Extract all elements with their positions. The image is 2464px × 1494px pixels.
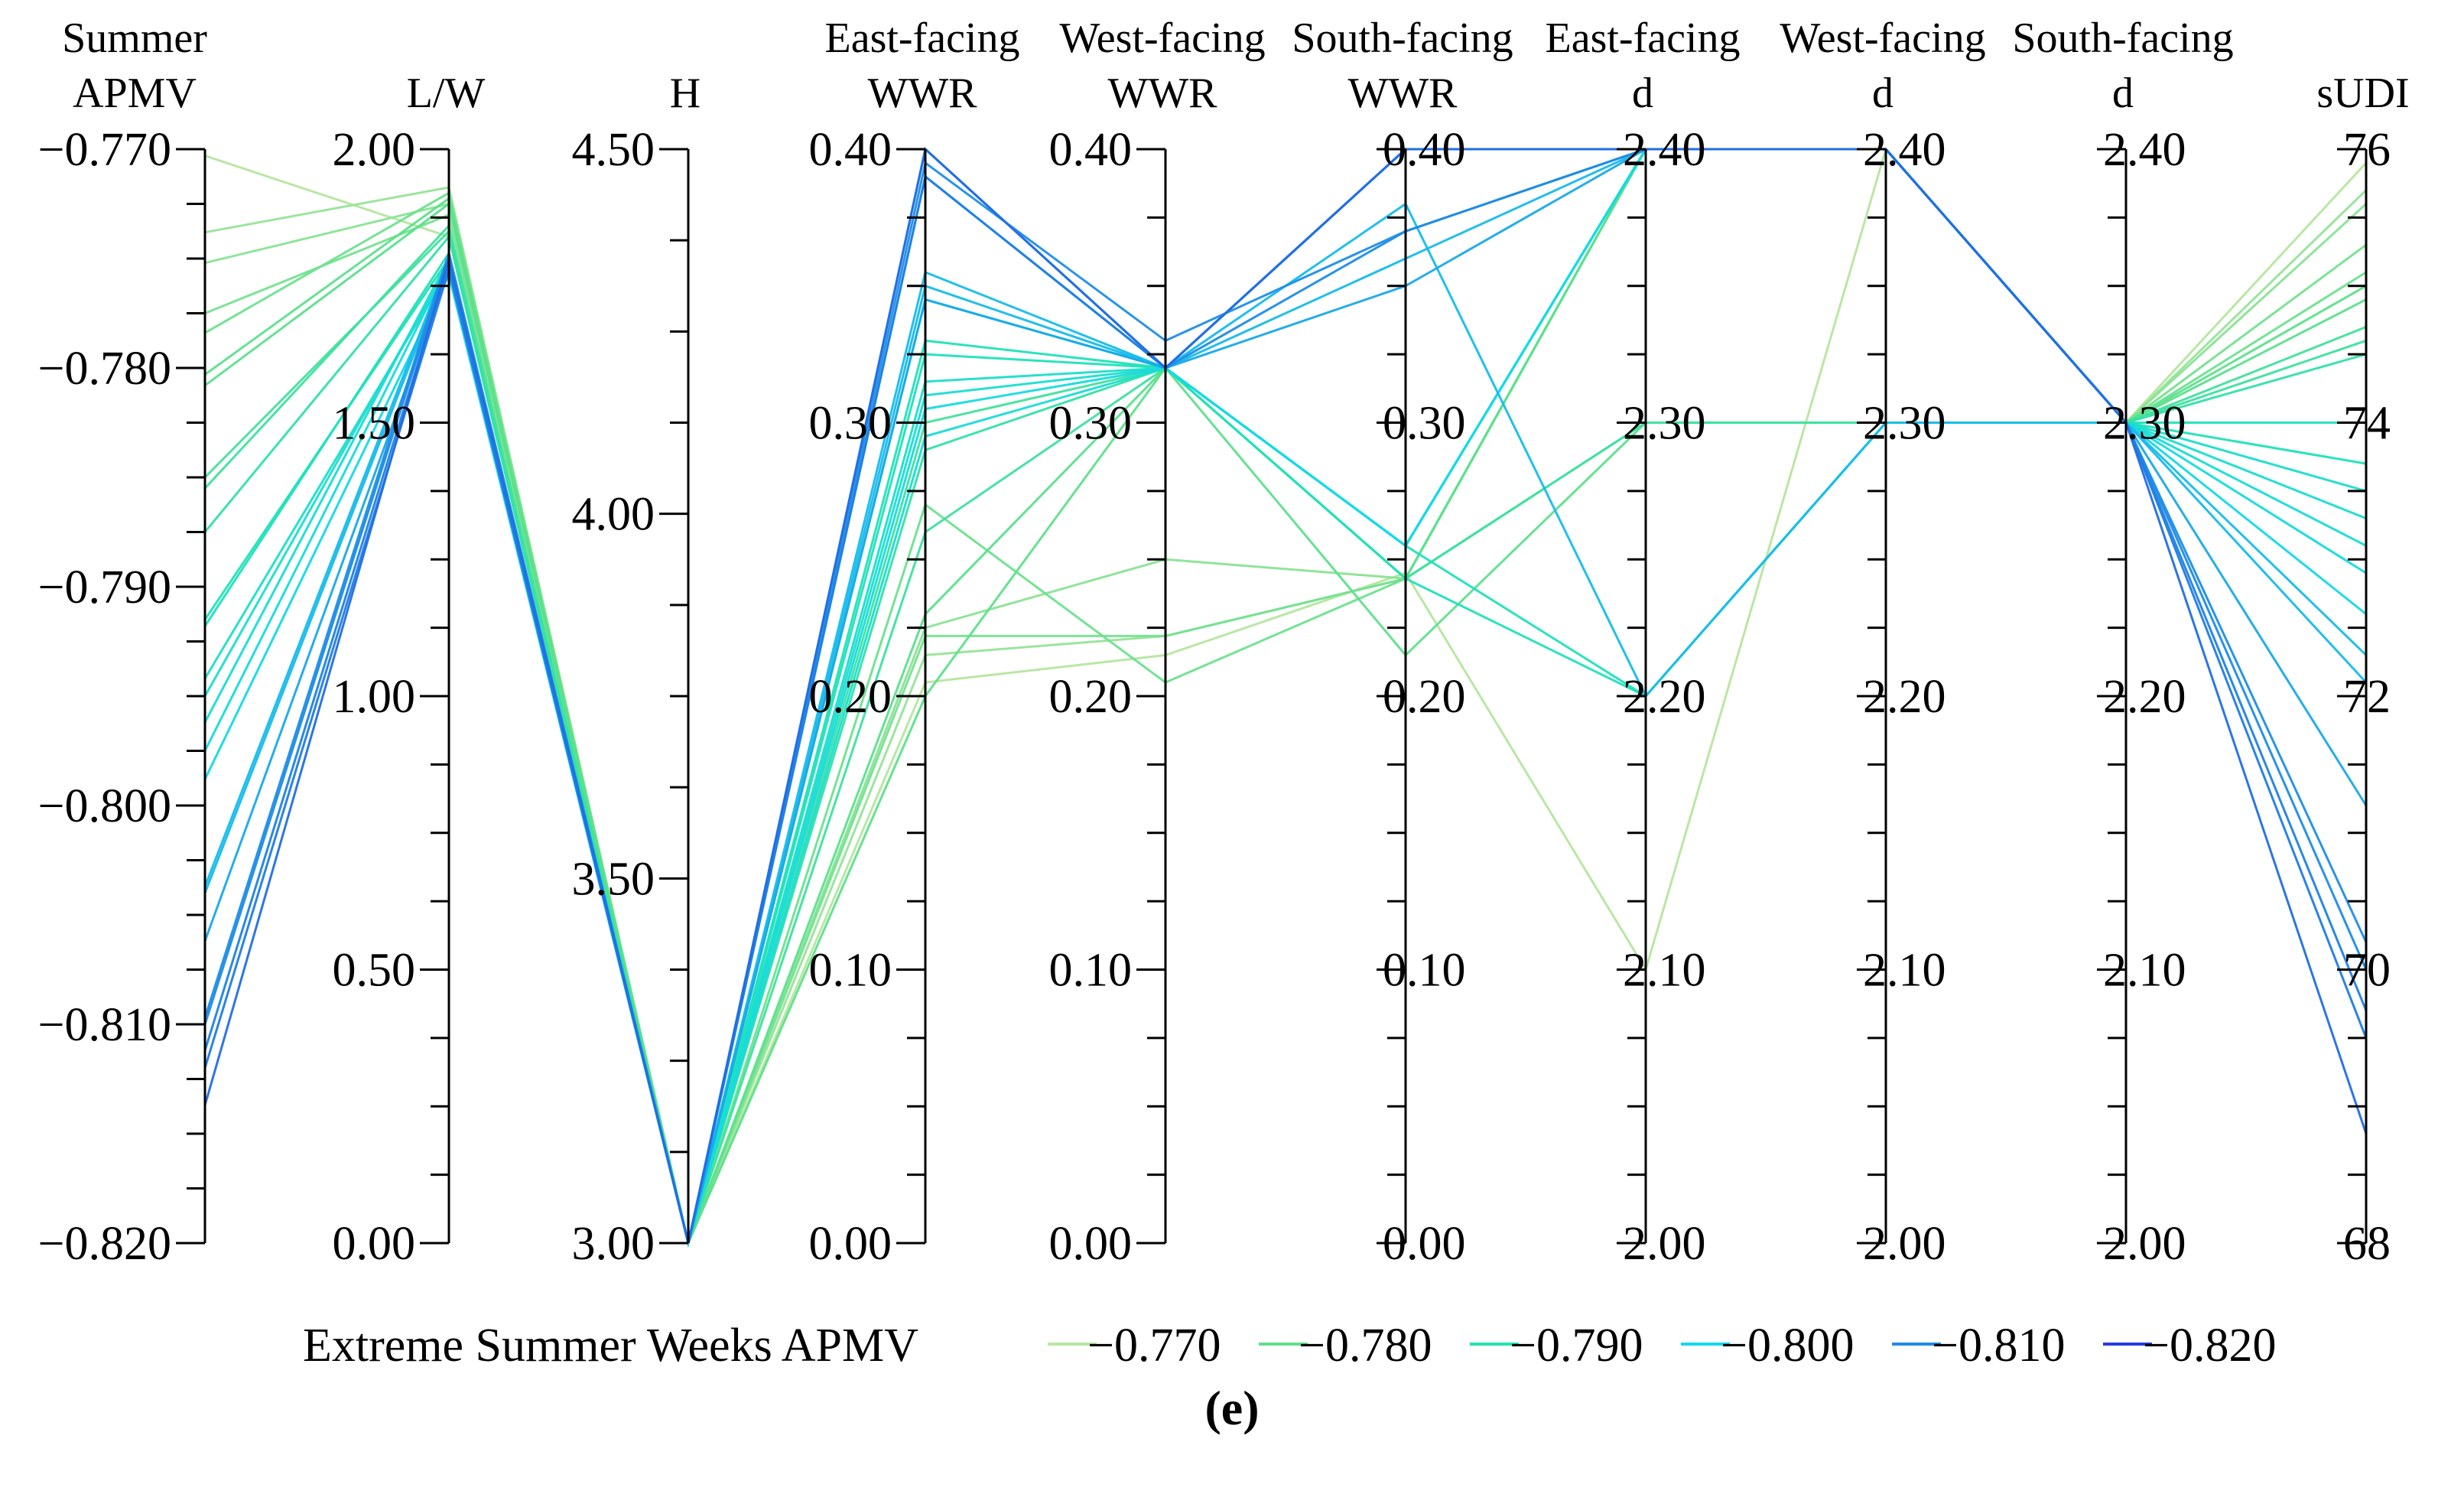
axis-ed: 2.40 2.30 2.20 2.10 2.00 East-facing d xyxy=(1546,15,1741,1270)
tick-label-wwwr: 0.40 xyxy=(1049,124,1133,176)
series-line-11 xyxy=(203,256,2366,1244)
axis-title-wwwr-line1: West-facing xyxy=(1059,15,1265,62)
tick-label-ed: 2.30 xyxy=(1623,398,1706,450)
tick-label-ewwr: 0.20 xyxy=(809,671,892,723)
legend-label-3: −0.790 xyxy=(1510,1320,1643,1372)
tick-label-ewwr: 0.00 xyxy=(809,1218,892,1270)
axis-title-ed-line1: East-facing xyxy=(1546,15,1741,62)
axis-apmv: −0.770 −0.780 −0.790 −0.800 −0.810 −0.820 Summ… xyxy=(38,15,208,1270)
tick-label-apmv: −0.810 xyxy=(38,999,171,1051)
axis-sudi: 76 74 72 70 68 sUDI xyxy=(2316,70,2409,1270)
axis-title-apmv-line1: Summer xyxy=(62,15,207,62)
tick-label-apmv: −0.800 xyxy=(38,780,171,832)
legend-label-6: −0.820 xyxy=(2143,1320,2276,1372)
axis-ewwr: 0.40 0.30 0.20 0.10 0.00 East-facing WWR xyxy=(809,15,1020,1270)
axis-title-sd-line2: d xyxy=(2112,70,2134,117)
tick-label-swwr: 0.30 xyxy=(1383,398,1466,450)
tick-label-sudi: 70 xyxy=(2343,945,2391,997)
axis-title-swwr-line2: WWR xyxy=(1347,70,1458,117)
axis-h: 4.50 4.00 3.50 3.00 H xyxy=(572,70,701,1270)
legend-title: Extreme Summer Weeks APMV xyxy=(303,1320,918,1372)
tick-label-wwwr: 0.30 xyxy=(1049,398,1133,450)
tick-label-ed: 2.00 xyxy=(1623,1218,1706,1270)
series-lines xyxy=(203,146,2368,1248)
tick-label-sd: 2.10 xyxy=(2103,945,2186,997)
axes: −0.770 −0.780 −0.790 −0.800 −0.810 −0.820 Summ… xyxy=(38,15,2410,1270)
legend-label-1: −0.770 xyxy=(1087,1320,1221,1372)
tick-label-sd: 2.00 xyxy=(2103,1218,2186,1270)
axis-title-wd-line1: West-facing xyxy=(1780,15,1985,62)
axis-title-ewwr-line2: WWR xyxy=(867,70,977,117)
tick-label-apmv: −0.790 xyxy=(38,561,171,614)
tick-label-sudi: 76 xyxy=(2343,124,2391,176)
axis-wd: 2.40 2.30 2.20 2.10 2.00 West-facing d xyxy=(1780,15,1985,1270)
tick-label-wd: 2.30 xyxy=(1863,398,1946,450)
axis-title-h-line2: H xyxy=(670,70,701,117)
tick-label-h: 4.50 xyxy=(572,124,655,176)
tick-label-ewwr: 0.30 xyxy=(809,398,892,450)
axis-title-wwwr-line2: WWR xyxy=(1107,70,1217,117)
tick-label-wwwr: 0.10 xyxy=(1049,945,1133,997)
tick-label-wwwr: 0.20 xyxy=(1049,671,1133,723)
series-line-8 xyxy=(203,229,2367,1248)
tick-label-ed: 2.10 xyxy=(1623,945,1706,997)
axis-title-sd-line1: South-facing xyxy=(2012,15,2233,62)
tick-label-sd: 2.30 xyxy=(2103,398,2186,450)
tick-label-wd: 2.40 xyxy=(1863,124,1946,176)
tick-label-ewwr: 0.40 xyxy=(809,124,892,176)
axis-title-ewwr-line1: East-facing xyxy=(825,15,1020,62)
tick-label-lw: 0.00 xyxy=(333,1218,416,1270)
axis-title-ed-line2: d xyxy=(1632,70,1653,117)
tick-label-h: 3.00 xyxy=(572,1218,655,1270)
axis-title-apmv-line2: APMV xyxy=(73,70,197,117)
tick-label-sudi: 74 xyxy=(2343,398,2391,450)
tick-label-apmv: −0.770 xyxy=(38,124,171,176)
tick-label-lw: 2.00 xyxy=(333,124,416,176)
tick-label-swwr: 0.10 xyxy=(1383,945,1466,997)
tick-label-ewwr: 0.10 xyxy=(809,945,892,997)
tick-label-swwr: 0.40 xyxy=(1383,124,1466,176)
tick-label-lw: 0.50 xyxy=(333,945,416,997)
tick-label-swwr: 0.00 xyxy=(1383,1218,1466,1270)
series-line-18 xyxy=(203,202,2368,1244)
tick-label-sudi: 68 xyxy=(2343,1218,2391,1270)
axis-title-wd-line2: d xyxy=(1872,70,1894,117)
tick-label-sudi: 72 xyxy=(2343,671,2391,723)
tick-label-sd: 2.40 xyxy=(2103,124,2186,176)
series-line-9 xyxy=(203,223,2367,1248)
tick-label-swwr: 0.20 xyxy=(1383,671,1466,723)
tick-label-ed: 2.40 xyxy=(1623,124,1706,176)
axis-title-sudi-line2: sUDI xyxy=(2316,70,2409,117)
tick-label-h: 4.00 xyxy=(572,489,655,541)
axis-swwr: 0.40 0.30 0.20 0.10 0.00 South-facing WWR xyxy=(1292,15,1513,1270)
tick-label-apmv: −0.820 xyxy=(38,1218,171,1270)
series-line-25 xyxy=(203,147,2368,1244)
legend-label-5: −0.810 xyxy=(1932,1320,2065,1372)
tick-label-h: 3.50 xyxy=(572,853,655,905)
tick-label-wwwr: 0.00 xyxy=(1049,1218,1133,1270)
legend: Extreme Summer Weeks APMV −0.770 −0.780 −0.… xyxy=(303,1320,2276,1372)
legend-label-4: −0.800 xyxy=(1721,1320,1854,1372)
axis-title-lw-line2: L/W xyxy=(407,70,486,117)
axis-lw: 2.00 1.50 1.00 0.50 0.00 L/W xyxy=(333,70,486,1270)
tick-label-lw: 1.00 xyxy=(333,671,416,723)
tick-label-wd: 2.20 xyxy=(1863,671,1946,723)
tick-label-wd: 2.10 xyxy=(1863,945,1946,997)
tick-label-lw: 1.50 xyxy=(333,398,416,450)
axis-wwwr: 0.40 0.30 0.20 0.10 0.00 West-facing WWR xyxy=(1049,15,1266,1270)
axis-sd: 2.40 2.30 2.20 2.10 2.00 South-facing d xyxy=(2012,15,2233,1270)
tick-label-sd: 2.20 xyxy=(2103,671,2186,723)
tick-label-wd: 2.00 xyxy=(1863,1218,1946,1270)
legend-label-2: −0.780 xyxy=(1299,1320,1432,1372)
series-line-19 xyxy=(203,148,2368,1244)
axis-title-swwr-line1: South-facing xyxy=(1292,15,1513,62)
tick-label-ed: 2.20 xyxy=(1623,671,1706,723)
tick-label-apmv: −0.780 xyxy=(38,343,171,395)
series-line-6 xyxy=(204,196,2367,1247)
figure-caption: (e) xyxy=(1204,1381,1259,1435)
series-line-12 xyxy=(203,250,2367,1244)
